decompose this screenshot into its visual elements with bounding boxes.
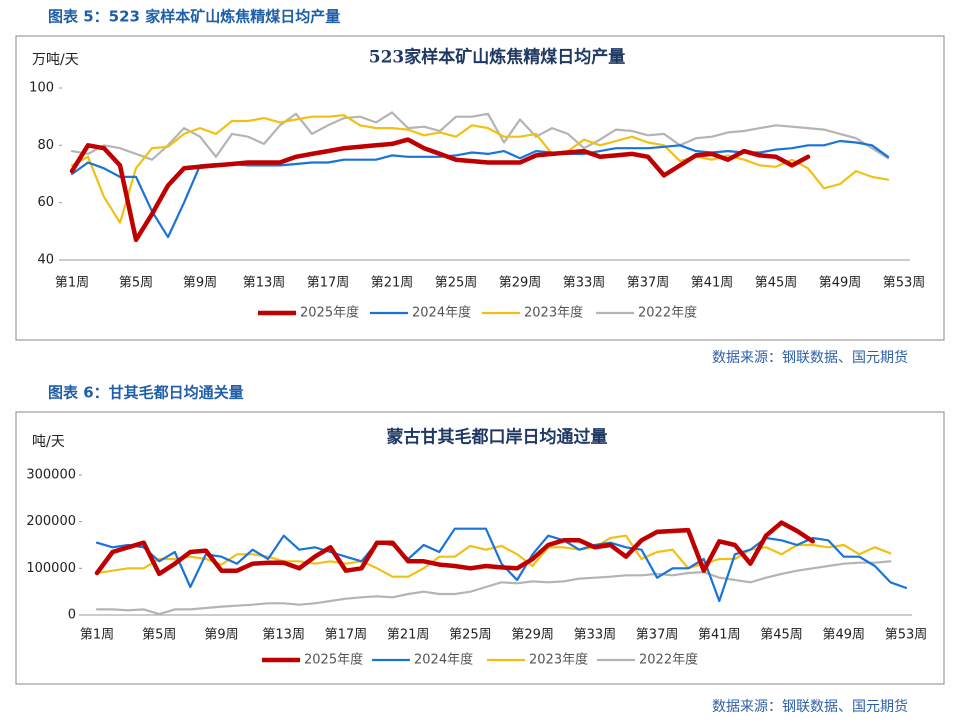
series-line (69, 137, 811, 243)
source-note: 数据来源：钢联数据、国元期货 (712, 349, 908, 366)
legend-label: 2022年度 (638, 305, 697, 321)
y-tick-label: 0 (68, 608, 76, 623)
y-tick-label: 100000 (26, 561, 76, 576)
x-tick-label: 第41周 (691, 276, 734, 291)
chart-title: 蒙古甘其毛都口岸日均通过量 (387, 427, 608, 448)
series-line (70, 114, 890, 224)
x-tick-label: 第33周 (563, 276, 606, 291)
x-tick-label: 第37周 (636, 628, 679, 643)
x-tick-label: 第9周 (183, 276, 217, 291)
source-note: 数据来源：钢联数据、国元期货 (712, 698, 908, 715)
legend-label: 2024年度 (412, 305, 471, 321)
x-tick-label: 第17周 (325, 628, 368, 643)
x-tick-label: 第13周 (243, 276, 286, 291)
legend-label: 2025年度 (304, 652, 363, 668)
x-tick-label: 第45周 (760, 628, 803, 643)
chart-title: 523家样本矿山炼焦精煤日均产量 (369, 47, 626, 68)
series-line (70, 111, 890, 161)
y-axis-unit: 万吨/天 (32, 52, 79, 68)
series-line (95, 560, 892, 616)
y-tick-label: 100 (29, 81, 54, 96)
x-tick-label: 第17周 (307, 276, 350, 291)
legend-label: 2022年度 (639, 652, 698, 668)
chart-frame (15, 35, 945, 341)
x-tick-label: 第21周 (371, 276, 414, 291)
figure-caption: 图表 6：甘其毛都日均通关量 (48, 384, 244, 402)
chart-frame (15, 411, 945, 685)
x-tick-label: 第41周 (698, 628, 741, 643)
x-tick-label: 第37周 (627, 276, 670, 291)
legend-label: 2023年度 (529, 652, 588, 668)
x-tick-label: 第53周 (885, 628, 928, 643)
x-tick-label: 第45周 (755, 276, 798, 291)
legend-label: 2023年度 (524, 305, 583, 321)
x-tick-label: 第1周 (80, 628, 114, 643)
series-line (95, 527, 908, 603)
x-tick-label: 第49周 (822, 628, 865, 643)
x-tick-label: 第21周 (387, 628, 430, 643)
legend-label: 2024年度 (414, 652, 473, 668)
y-tick-label: 40 (37, 253, 54, 268)
x-tick-label: 第29周 (511, 628, 554, 643)
x-tick-label: 第49周 (819, 276, 862, 291)
x-tick-label: 第5周 (119, 276, 153, 291)
y-tick-label: 300000 (26, 468, 76, 483)
x-tick-label: 第5周 (142, 628, 176, 643)
x-tick-label: 第29周 (499, 276, 542, 291)
x-tick-label: 第13周 (262, 628, 305, 643)
y-tick-label: 60 (37, 195, 54, 210)
x-tick-label: 第25周 (449, 628, 492, 643)
x-tick-label: 第25周 (435, 276, 478, 291)
x-tick-label: 第53周 (883, 276, 926, 291)
legend-label: 2025年度 (300, 305, 359, 321)
x-tick-label: 第9周 (204, 628, 238, 643)
figure-caption: 图表 5：523 家样本矿山炼焦精煤日均产量 (48, 8, 340, 26)
y-tick-label: 80 (37, 138, 54, 153)
y-axis-unit: 吨/天 (32, 434, 65, 450)
x-tick-label: 第1周 (55, 276, 89, 291)
x-tick-label: 第33周 (574, 628, 617, 643)
y-tick-label: 200000 (26, 514, 76, 529)
series-line (94, 520, 815, 577)
